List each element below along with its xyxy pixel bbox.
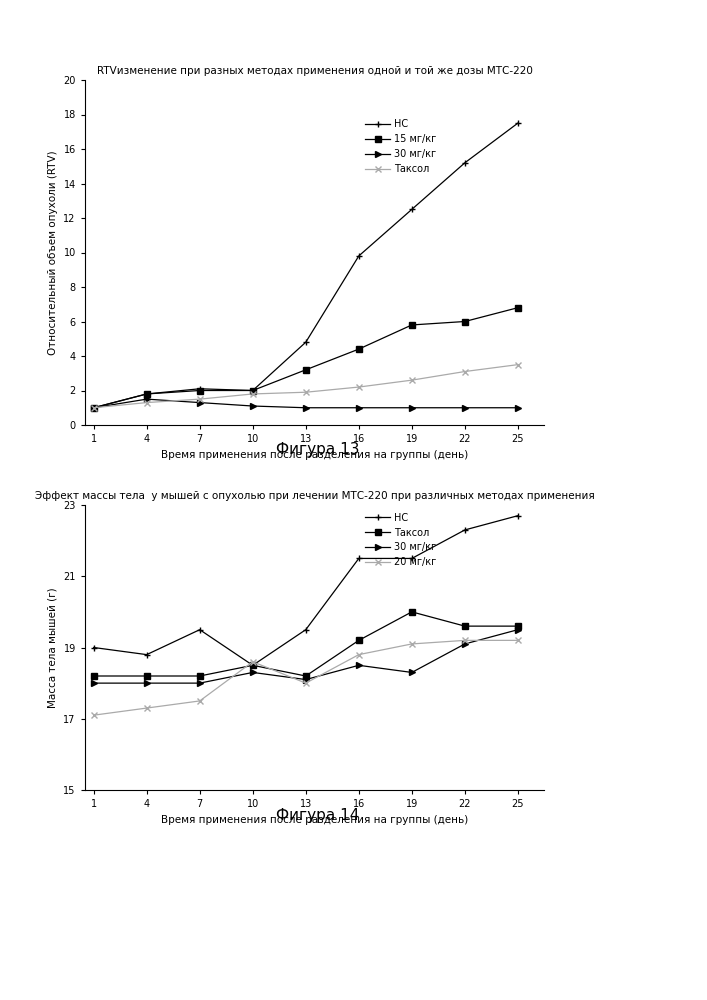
30 мг/кг xyxy=(407,666,416,678)
Таксол xyxy=(142,670,151,682)
15 мг/кг xyxy=(249,384,257,396)
Таксол xyxy=(89,670,98,682)
Таксол xyxy=(195,393,204,405)
Y-axis label: Относительный объем опухоли (RTV): Относительный объем опухоли (RTV) xyxy=(48,150,58,355)
Таксол xyxy=(195,670,204,682)
Text: Фигура 14: Фигура 14 xyxy=(276,808,360,823)
Line: НС: НС xyxy=(90,120,521,411)
Таксол xyxy=(461,620,469,632)
30 мг/кг xyxy=(302,674,310,686)
15 мг/кг xyxy=(142,388,151,400)
Таксол xyxy=(461,366,469,378)
НС xyxy=(514,510,522,522)
Legend: НС, 15 мг/кг, 30 мг/кг, Таксол: НС, 15 мг/кг, 30 мг/кг, Таксол xyxy=(366,119,436,174)
X-axis label: Время применения после разделения на группы (день): Время применения после разделения на гру… xyxy=(161,815,468,825)
20 мг/кг xyxy=(195,695,204,707)
20 мг/кг xyxy=(407,638,416,650)
Text: Фигура 13: Фигура 13 xyxy=(276,442,360,457)
15 мг/кг xyxy=(195,384,204,396)
15 мг/кг xyxy=(407,319,416,331)
X-axis label: Время применения после разделения на группы (день): Время применения после разделения на гру… xyxy=(161,450,468,460)
Line: 20 мг/кг: 20 мг/кг xyxy=(91,638,520,718)
30 мг/кг xyxy=(142,677,151,689)
Таксол xyxy=(514,359,522,371)
30 мг/кг xyxy=(89,402,98,414)
Title: Эффект массы тела  у мышей с опухолью при лечении МТС-220 при различных методах : Эффект массы тела у мышей с опухолью при… xyxy=(35,491,595,501)
НС xyxy=(407,203,416,215)
20 мг/кг xyxy=(355,649,363,661)
НС xyxy=(461,524,469,536)
НС xyxy=(195,383,204,395)
Таксол xyxy=(514,620,522,632)
20 мг/кг xyxy=(514,634,522,646)
20 мг/кг xyxy=(249,656,257,668)
Таксол xyxy=(355,381,363,393)
Таксол xyxy=(249,388,257,400)
30 мг/кг xyxy=(355,402,363,414)
30 мг/кг xyxy=(195,397,204,409)
30 мг/кг xyxy=(514,402,522,414)
15 мг/кг xyxy=(461,316,469,328)
НС xyxy=(89,642,98,654)
30 мг/кг xyxy=(89,677,98,689)
Y-axis label: Масса тела мышей (г): Масса тела мышей (г) xyxy=(48,587,58,708)
Line: 15 мг/кг: 15 мг/кг xyxy=(91,305,520,411)
Таксол xyxy=(89,402,98,414)
Таксол xyxy=(142,397,151,409)
Line: Таксол: Таксол xyxy=(91,609,520,679)
Таксол xyxy=(249,659,257,671)
Таксол xyxy=(355,634,363,646)
30 мг/кг xyxy=(407,402,416,414)
Line: НС: НС xyxy=(90,512,521,669)
НС xyxy=(302,624,310,636)
Title: RTVизменение при разных методах применения одной и той же дозы МТС-220: RTVизменение при разных методах применен… xyxy=(97,66,532,76)
НС xyxy=(302,336,310,348)
15 мг/кг xyxy=(355,343,363,355)
Таксол xyxy=(302,670,310,682)
Таксол xyxy=(302,386,310,398)
НС xyxy=(514,117,522,129)
Таксол xyxy=(407,606,416,618)
30 мг/кг xyxy=(142,393,151,405)
НС xyxy=(407,552,416,564)
НС xyxy=(461,157,469,169)
20 мг/кг xyxy=(89,709,98,721)
20 мг/кг xyxy=(142,702,151,714)
Line: 30 мг/кг: 30 мг/кг xyxy=(91,627,520,686)
30 мг/кг xyxy=(461,638,469,650)
Line: Таксол: Таксол xyxy=(91,362,520,411)
НС xyxy=(195,624,204,636)
Таксол xyxy=(407,374,416,386)
15 мг/кг xyxy=(514,302,522,314)
30 мг/кг xyxy=(249,400,257,412)
НС xyxy=(142,649,151,661)
Legend: НС, Таксол, 30 мг/кг, 20 мг/кг: НС, Таксол, 30 мг/кг, 20 мг/кг xyxy=(366,513,436,567)
30 мг/кг xyxy=(461,402,469,414)
Line: 30 мг/кг: 30 мг/кг xyxy=(91,396,520,411)
15 мг/кг xyxy=(89,402,98,414)
15 мг/кг xyxy=(302,364,310,376)
НС xyxy=(355,552,363,564)
30 мг/кг xyxy=(249,666,257,678)
НС xyxy=(89,402,98,414)
НС xyxy=(355,250,363,262)
30 мг/кг xyxy=(514,624,522,636)
30 мг/кг xyxy=(302,402,310,414)
НС xyxy=(249,659,257,671)
20 мг/кг xyxy=(461,634,469,646)
30 мг/кг xyxy=(195,677,204,689)
НС xyxy=(249,384,257,396)
20 мг/кг xyxy=(302,677,310,689)
30 мг/кг xyxy=(355,659,363,671)
НС xyxy=(142,388,151,400)
